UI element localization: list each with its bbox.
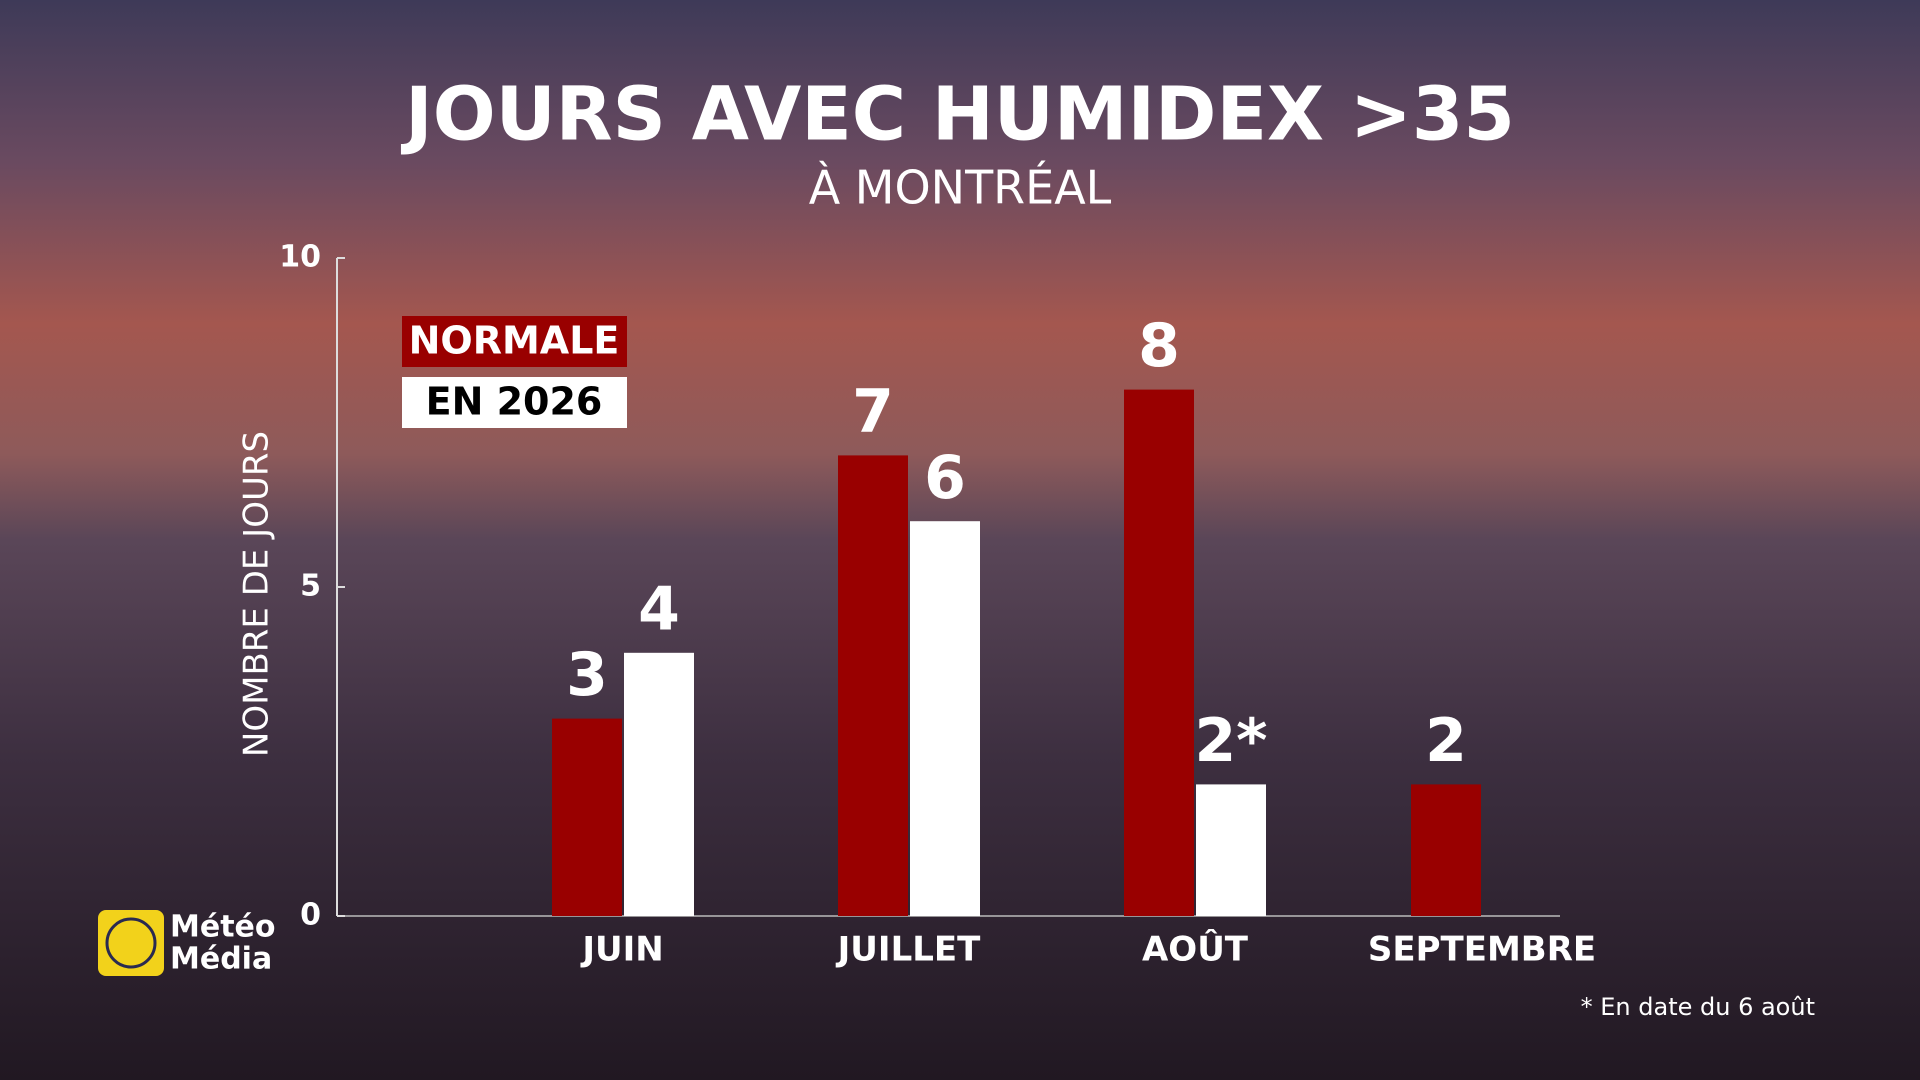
x-tick-label: JUIN xyxy=(580,930,663,970)
bar xyxy=(910,521,980,916)
value-label: 3 xyxy=(566,640,608,710)
bar xyxy=(1196,784,1266,916)
x-tick-label: JUILLET xyxy=(836,930,981,970)
bar xyxy=(1411,784,1481,916)
logo-globe xyxy=(105,917,157,969)
value-label: 2 xyxy=(1425,706,1467,776)
bar xyxy=(1124,389,1194,917)
x-tick-label: SEPTEMBRE xyxy=(1368,930,1596,970)
value-label: 2* xyxy=(1194,706,1267,776)
logo: Météo Média xyxy=(98,910,276,977)
logo-text: Météo xyxy=(170,910,276,945)
legend-label: NORMALE xyxy=(409,319,620,363)
bar xyxy=(624,652,694,916)
y-tick-label: 10 xyxy=(279,240,321,275)
legend-label: EN 2026 xyxy=(426,380,603,424)
bar xyxy=(552,718,622,916)
bar xyxy=(838,455,908,916)
y-axis-label: NOMBRE DE JOURS xyxy=(237,431,277,757)
y-tick-label: 0 xyxy=(300,898,321,933)
value-label: 6 xyxy=(924,443,966,513)
x-tick-label: AOÛT xyxy=(1142,929,1249,970)
y-tick-label: 5 xyxy=(300,569,321,604)
legend-swatch xyxy=(402,377,627,428)
legend-swatch xyxy=(402,316,627,367)
footnote: * En date du 6 août xyxy=(1581,993,1815,1021)
chart-title: JOURS AVEC HUMIDEX >35 xyxy=(400,72,1515,158)
chart-subtitle: À MONTRÉAL xyxy=(809,161,1112,215)
value-label: 7 xyxy=(852,377,894,447)
logo-text: Média xyxy=(170,942,272,977)
value-label: 4 xyxy=(638,574,680,644)
value-label: 8 xyxy=(1138,311,1180,381)
